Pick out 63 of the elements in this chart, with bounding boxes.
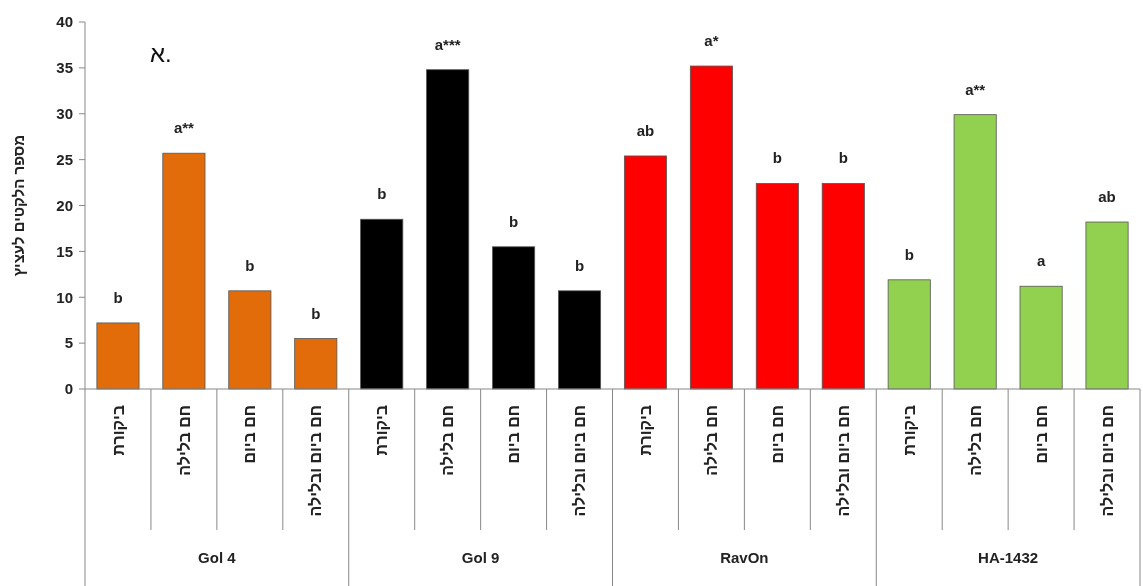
data-label: a*** (434, 35, 461, 53)
y-tick-label: 20 (56, 196, 73, 214)
data-label: b (838, 149, 848, 167)
x-tick-label: חם ביום ובלילה (307, 405, 325, 517)
text: RavOn (720, 549, 769, 566)
x-tick-label: חם ביום (768, 405, 786, 464)
y-tick-label: 30 (56, 105, 73, 122)
x-tick-label: חם בלילה (966, 405, 984, 476)
data-label: b (904, 245, 914, 263)
bar (755, 183, 799, 390)
x-tick-label: חם ביום (241, 405, 259, 464)
bar (689, 65, 733, 390)
bar (1085, 221, 1129, 390)
data-label: ab (636, 121, 655, 139)
x-tick-label: ביקורת (637, 405, 655, 456)
x-tick-label: חם בלילה (175, 405, 193, 476)
text: Gol 9 (461, 549, 500, 566)
data-label: b (311, 304, 321, 322)
x-tick-label: ביקורת (109, 405, 127, 456)
data-label: a (1036, 252, 1046, 270)
bar (623, 155, 667, 390)
x-tick-label: ביקורת (900, 405, 918, 456)
text: א. (150, 40, 172, 67)
x-tick-label: חם ביום ובלילה (1098, 405, 1116, 517)
data-label: a** (173, 119, 195, 137)
y-tick-label: 5 (64, 334, 73, 352)
bar (887, 279, 931, 390)
x-tick-label: חם בלילה (703, 405, 721, 476)
x-tick-label: חם ביום ובלילה (834, 405, 852, 517)
x-tick-label: חם ביום (505, 405, 523, 464)
bar (1019, 285, 1063, 390)
data-label: b (377, 185, 387, 203)
text: Gol 4 (198, 549, 237, 566)
x-tick-label: חם בלילה (439, 405, 457, 476)
data-label: b (574, 256, 585, 274)
bar (953, 114, 997, 390)
bar (821, 183, 865, 390)
data-label: b (509, 212, 519, 230)
y-axis-title: מספר הלקטים לעציץ (10, 134, 27, 277)
bar (426, 69, 470, 390)
bar (558, 290, 602, 390)
data-label: a* (704, 32, 719, 50)
x-tick-label: ביקורת (373, 405, 391, 456)
data-label: b (772, 149, 782, 167)
data-label: ab (1098, 188, 1116, 206)
bar (162, 152, 206, 390)
x-tick-label: חם ביום (1032, 405, 1050, 464)
data-label: b (245, 256, 255, 274)
y-tick-label: 15 (56, 242, 73, 260)
bar (96, 322, 140, 390)
bar (294, 338, 338, 390)
bar (228, 290, 272, 390)
bar (360, 218, 404, 390)
y-tick-label: 35 (56, 59, 73, 77)
y-tick-label: 0 (64, 380, 73, 398)
x-tick-label: חם ביום ובלילה (571, 405, 589, 517)
data-label: a** (965, 80, 986, 98)
y-tick-label: 25 (56, 150, 73, 168)
data-label: b (113, 288, 123, 306)
y-tick-label: 10 (56, 288, 73, 306)
y-tick-label: 40 (56, 13, 73, 31)
text: HA-1432 (978, 549, 1039, 566)
bar (492, 246, 536, 390)
